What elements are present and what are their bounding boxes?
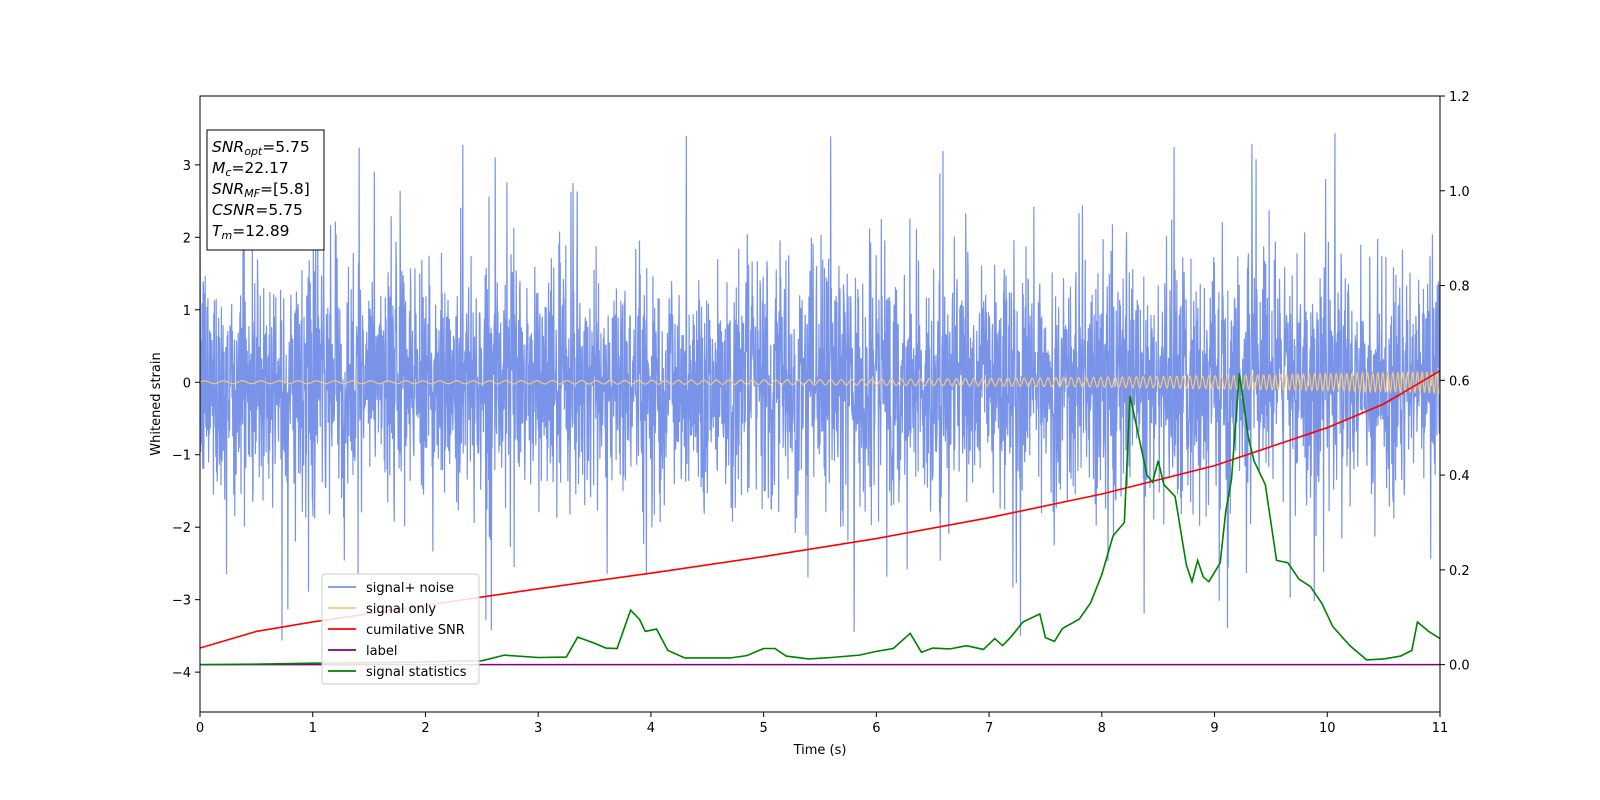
annotation-line: Mc=22.17	[212, 159, 289, 179]
y-tick-label: −3	[172, 594, 191, 609]
annotation-symbol: SNR	[212, 138, 244, 156]
legend-label: signal statistics	[366, 665, 467, 680]
annotation-subscript: c	[225, 166, 231, 179]
y2-tick-label: 0.8	[1449, 280, 1470, 295]
x-tick-label: 5	[759, 721, 767, 736]
annotation-value: =5.75	[255, 201, 303, 219]
legend-frame	[321, 573, 480, 685]
annotation-subscript: opt	[244, 145, 263, 158]
legend-label: label	[366, 644, 397, 659]
y2-tick-label: 1.2	[1449, 90, 1470, 105]
x-tick-label: 1	[309, 721, 317, 736]
annotation-symbol: SNR	[212, 180, 244, 198]
y-tick-label: 2	[183, 231, 191, 246]
y-tick-label: 0	[183, 376, 191, 391]
annotation-value: =[5.8]	[260, 180, 310, 198]
x-tick-label: 8	[1098, 721, 1106, 736]
annotation-frame	[206, 129, 325, 251]
y-axis-label: Whitened strain	[149, 352, 164, 455]
y2-tick-label: 1.0	[1449, 185, 1470, 200]
legend: signal+ noise signal only cumilative SNR la…	[321, 573, 480, 685]
y-tick-label: −1	[172, 449, 191, 464]
axes-layer: 0 1 2 3 4 5 6 7 8 9 10 11 −4 −3 −2 −1 0 1 2 3 0.0 0.2 0.4 0.6 0.…	[172, 90, 1470, 736]
legend-label: signal only	[366, 602, 436, 617]
x-tick-label: 10	[1319, 721, 1336, 736]
x-axis-label: Time (s)	[793, 743, 847, 758]
x-tick-label: 6	[872, 721, 880, 736]
annotation-line: SNRopt=5.75	[212, 138, 310, 158]
annotation-value: =12.89	[232, 222, 289, 240]
plot-frame	[199, 95, 1441, 713]
annotation-line: CSNR=5.75	[212, 201, 303, 219]
annotation-box: SNRopt=5.75Mc=22.17SNRMF=[5.8]CSNR=5.75T…	[206, 129, 325, 251]
x-tick-label: 4	[647, 721, 655, 736]
annotation-symbol: CSNR	[212, 201, 255, 219]
annotation-value: =22.17	[231, 159, 288, 177]
x-tick-label: 9	[1210, 721, 1218, 736]
x-tick-label: 7	[985, 721, 993, 736]
signal-only-line	[200, 369, 1440, 396]
annotation-subscript: m	[221, 229, 232, 242]
y-tick-label: 1	[183, 304, 191, 319]
annotation-symbol: T	[212, 222, 223, 240]
annotation-symbol: M	[212, 159, 225, 177]
y-tick-label: −2	[172, 521, 191, 536]
y2-tick-label: 0.6	[1449, 374, 1470, 389]
annotation-line: SNRMF=[5.8]	[212, 180, 310, 200]
y2-tick-label: 0.2	[1449, 564, 1470, 579]
signal-noise-line	[200, 133, 1440, 641]
y2-tick-label: 0.0	[1449, 659, 1470, 674]
x-tick-label: 2	[421, 721, 429, 736]
y-tick-label: 3	[183, 159, 191, 174]
x-tick-label: 3	[534, 721, 542, 736]
y-tick-label: −4	[172, 666, 191, 681]
annotation-value: =5.75	[262, 138, 310, 156]
annotation-subscript: MF	[244, 187, 260, 200]
y2-tick-label: 0.4	[1449, 469, 1470, 484]
annotation-line: Tm=12.89	[212, 222, 290, 242]
legend-label: cumilative SNR	[366, 623, 465, 638]
x-tick-label: 11	[1432, 721, 1449, 736]
signal-statistics-line	[200, 373, 1440, 666]
legend-label: signal+ noise	[366, 581, 454, 596]
x-tick-label: 0	[196, 721, 204, 736]
